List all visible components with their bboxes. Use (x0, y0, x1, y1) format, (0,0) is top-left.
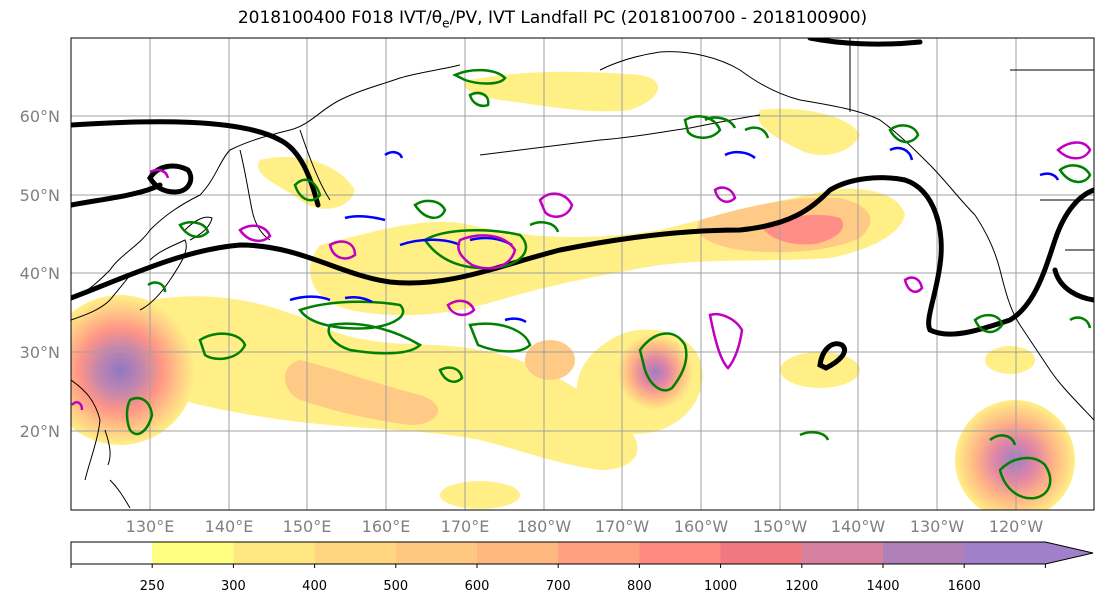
colorbar-label: 700 (546, 579, 571, 594)
colorbar-swatch (477, 542, 559, 564)
lon-label-120w: 120°W (989, 517, 1044, 536)
figure-title: 2018100400 F018 IVT/θe/PV, IVT Landfall … (237, 8, 868, 31)
colorbar-swatch (314, 542, 397, 564)
colorbar-swatch (720, 542, 803, 564)
lon-label-160e: 160°E (362, 517, 411, 536)
lat-label-40: 40°N (20, 264, 60, 283)
colorbar-outline (70, 541, 1094, 565)
map-panel (71, 38, 1094, 510)
map-border (70, 37, 1095, 511)
colorbar-swatch (639, 542, 722, 564)
lon-label-160w: 160°W (674, 517, 729, 536)
lat-label-60: 60°N (20, 107, 60, 126)
colorbar-label: 1000 (704, 579, 737, 594)
lon-label-140w: 140°W (831, 517, 886, 536)
colorbar-swatch (801, 542, 884, 564)
pv-blue-contours (289, 146, 1060, 324)
colorbar-swatch (395, 542, 478, 564)
colorbar-swatch (152, 542, 234, 564)
longitude-labels: 130°E 140°E 150°E 160°E 170°E 180°W 170°… (126, 517, 1044, 536)
colorbar-swatch (883, 542, 965, 564)
colorbar-label: 300 (221, 579, 246, 594)
lon-label-170w: 170°W (595, 517, 650, 536)
colorbar-swatch (964, 542, 1046, 564)
theta-e-contours (125, 68, 1092, 500)
colorbar-label: 600 (465, 579, 490, 594)
ivt-shading (71, 71, 1075, 510)
colorbar-label: 250 (140, 579, 165, 594)
colorbar-label: 800 (627, 579, 652, 594)
lon-label-140e: 140°E (205, 517, 254, 536)
colorbar-label: 1600 (948, 579, 981, 594)
lon-label-150w: 150°W (753, 517, 808, 536)
colorbar-label: 1400 (866, 579, 899, 594)
latitude-labels: 60°N 50°N 40°N 30°N 20°N (20, 107, 60, 441)
colorbar-extend-arrow (1045, 542, 1093, 564)
colorbar-label: 500 (383, 579, 408, 594)
colorbar-swatch (71, 542, 153, 564)
colorbar-swatch (233, 542, 316, 564)
pv-magenta-contours (71, 141, 1092, 411)
colorbar-label: 1200 (785, 579, 818, 594)
lat-label-30: 30°N (20, 343, 60, 362)
lon-label-170e: 170°E (441, 517, 490, 536)
lat-label-20: 20°N (20, 422, 60, 441)
lon-label-180w: 180°W (517, 517, 572, 536)
coastlines (71, 38, 1094, 509)
lon-label-130w: 130°W (910, 517, 965, 536)
lat-label-50: 50°N (20, 186, 60, 205)
lon-label-150e: 150°E (283, 517, 332, 536)
height-contours (71, 38, 1094, 371)
colorbar-label: 400 (302, 579, 327, 594)
ivt-colorbar: 250 300 400 500 600 700 800 1000 1200 1400 1600 (70, 541, 1094, 594)
lon-label-130e: 130°E (126, 517, 175, 536)
colorbar-swatch (558, 542, 640, 564)
